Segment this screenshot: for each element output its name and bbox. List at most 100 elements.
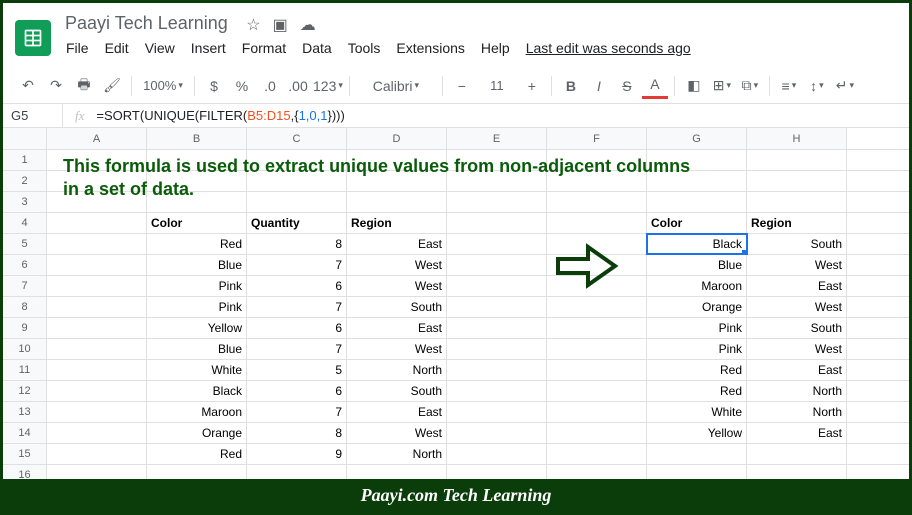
cell[interactable]: [547, 318, 647, 338]
cell[interactable]: West: [347, 423, 447, 443]
print-icon[interactable]: 🖶: [71, 73, 97, 99]
row-header[interactable]: 11: [3, 360, 47, 380]
cell[interactable]: North: [347, 444, 447, 464]
cell[interactable]: 9: [247, 444, 347, 464]
cell[interactable]: [647, 171, 747, 191]
cell[interactable]: [547, 234, 647, 254]
fill-color-icon[interactable]: ◧: [681, 73, 707, 99]
cell[interactable]: [47, 297, 147, 317]
cell[interactable]: [747, 150, 847, 170]
cell[interactable]: Black: [647, 234, 747, 254]
cell[interactable]: [447, 213, 547, 233]
cell[interactable]: [547, 150, 647, 170]
cell[interactable]: Red: [147, 234, 247, 254]
cell[interactable]: East: [747, 360, 847, 380]
cell[interactable]: Red: [647, 381, 747, 401]
cell[interactable]: 6: [247, 276, 347, 296]
cell[interactable]: Blue: [147, 339, 247, 359]
col-header[interactable]: C: [247, 128, 347, 149]
cell[interactable]: South: [347, 381, 447, 401]
cell[interactable]: East: [347, 234, 447, 254]
cell[interactable]: [447, 234, 547, 254]
cell[interactable]: [447, 171, 547, 191]
cell[interactable]: [47, 381, 147, 401]
row-header[interactable]: 2: [3, 171, 47, 191]
italic-icon[interactable]: I: [586, 73, 612, 99]
cell[interactable]: West: [347, 255, 447, 275]
cell[interactable]: North: [747, 381, 847, 401]
cell[interactable]: [147, 192, 247, 212]
cell[interactable]: East: [747, 276, 847, 296]
cell[interactable]: [47, 276, 147, 296]
row-header[interactable]: 8: [3, 297, 47, 317]
cell[interactable]: [447, 423, 547, 443]
document-title[interactable]: Paayi Tech Learning: [59, 11, 234, 36]
cell[interactable]: [747, 171, 847, 191]
decrease-decimal-icon[interactable]: .0: [257, 73, 283, 99]
cell[interactable]: [47, 318, 147, 338]
row-header[interactable]: 15: [3, 444, 47, 464]
cell[interactable]: Color: [647, 213, 747, 233]
cell[interactable]: [547, 255, 647, 275]
cell[interactable]: [47, 423, 147, 443]
cell[interactable]: [547, 381, 647, 401]
cell[interactable]: Yellow: [647, 423, 747, 443]
cell[interactable]: [647, 444, 747, 464]
name-box[interactable]: G5: [3, 104, 63, 127]
cell[interactable]: East: [347, 402, 447, 422]
row-header[interactable]: 7: [3, 276, 47, 296]
currency-icon[interactable]: $: [201, 73, 227, 99]
cell[interactable]: [547, 171, 647, 191]
increase-decimal-icon[interactable]: .00: [285, 73, 311, 99]
cell[interactable]: White: [647, 402, 747, 422]
cell[interactable]: 8: [247, 234, 347, 254]
cell[interactable]: [447, 150, 547, 170]
menu-tools[interactable]: Tools: [341, 36, 388, 60]
cell[interactable]: [47, 150, 147, 170]
merge-icon[interactable]: ⧉: [737, 73, 763, 99]
cell[interactable]: Yellow: [147, 318, 247, 338]
cell[interactable]: [447, 297, 547, 317]
menu-data[interactable]: Data: [295, 36, 339, 60]
col-header[interactable]: D: [347, 128, 447, 149]
move-icon[interactable]: ▣: [273, 15, 288, 35]
cell[interactable]: [447, 360, 547, 380]
row-header[interactable]: 13: [3, 402, 47, 422]
cell[interactable]: [547, 213, 647, 233]
halign-icon[interactable]: ≡: [776, 73, 802, 99]
cell[interactable]: [47, 402, 147, 422]
cell[interactable]: [247, 192, 347, 212]
cell[interactable]: 8: [247, 423, 347, 443]
col-header[interactable]: H: [747, 128, 847, 149]
cell[interactable]: [547, 402, 647, 422]
cell[interactable]: Pink: [647, 318, 747, 338]
menu-format[interactable]: Format: [235, 36, 293, 60]
menu-file[interactable]: File: [59, 36, 96, 60]
menu-edit[interactable]: Edit: [98, 36, 136, 60]
cell[interactable]: 6: [247, 381, 347, 401]
cell[interactable]: 7: [247, 339, 347, 359]
cell[interactable]: West: [747, 255, 847, 275]
cell[interactable]: Color: [147, 213, 247, 233]
row-header[interactable]: 14: [3, 423, 47, 443]
col-header[interactable]: B: [147, 128, 247, 149]
cell[interactable]: Pink: [647, 339, 747, 359]
cell[interactable]: Pink: [147, 297, 247, 317]
cell[interactable]: [447, 318, 547, 338]
cell[interactable]: West: [747, 297, 847, 317]
cell[interactable]: North: [347, 360, 447, 380]
menu-extensions[interactable]: Extensions: [389, 36, 471, 60]
redo-icon[interactable]: ↷: [43, 73, 69, 99]
cell[interactable]: [647, 192, 747, 212]
valign-icon[interactable]: ↕: [804, 73, 830, 99]
row-header[interactable]: 1: [3, 150, 47, 170]
cell[interactable]: [247, 150, 347, 170]
cell[interactable]: Red: [647, 360, 747, 380]
cloud-icon[interactable]: ☁: [300, 15, 316, 35]
row-header[interactable]: 9: [3, 318, 47, 338]
cell[interactable]: Blue: [647, 255, 747, 275]
cell[interactable]: [447, 402, 547, 422]
font-select[interactable]: Calibri: [356, 73, 436, 99]
cell[interactable]: Black: [147, 381, 247, 401]
cell[interactable]: [447, 276, 547, 296]
